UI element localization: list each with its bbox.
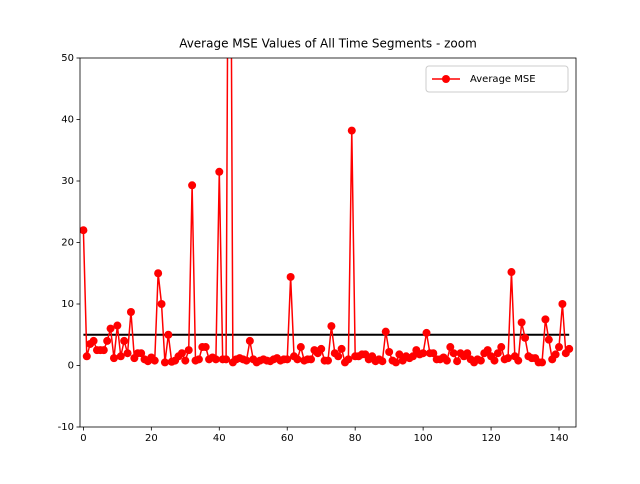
data-point — [286, 272, 295, 281]
x-tick-label: 40 — [213, 433, 226, 444]
plot-frame — [79, 57, 577, 428]
data-point — [334, 352, 343, 361]
data-point — [123, 349, 132, 358]
data-point — [113, 321, 122, 330]
data-point — [544, 335, 553, 344]
data-point — [555, 343, 564, 352]
legend-box — [425, 65, 569, 93]
x-tick-label: 60 — [281, 433, 294, 444]
y-tick-label: 30 — [61, 176, 74, 187]
data-point — [103, 336, 112, 345]
data-point — [419, 349, 428, 358]
data-point — [327, 322, 336, 331]
data-point — [497, 343, 506, 352]
data-point — [521, 333, 530, 342]
y-tick-label: -10 — [58, 422, 74, 433]
x-tick-label: 120 — [482, 433, 501, 444]
x-tick-label: 140 — [549, 433, 568, 444]
data-point — [324, 356, 332, 365]
data-point — [242, 356, 251, 365]
data-point — [395, 350, 404, 359]
data-point — [422, 328, 431, 337]
data-point — [385, 347, 394, 356]
x-tick-label: 0 — [80, 433, 86, 444]
data-point — [493, 349, 502, 358]
data-point — [538, 358, 547, 367]
data-point — [157, 300, 166, 308]
data-point — [446, 343, 455, 352]
data-point — [408, 352, 417, 361]
data-point — [245, 336, 254, 345]
data-point — [150, 356, 159, 365]
data-point — [514, 356, 523, 365]
y-tick-label: 50 — [61, 53, 74, 64]
data-point — [517, 318, 526, 327]
data-point — [429, 349, 438, 358]
data-point — [541, 315, 550, 324]
data-point — [504, 354, 513, 363]
data-point — [344, 355, 353, 364]
data-point — [283, 355, 292, 364]
data-point — [188, 181, 197, 190]
data-point — [296, 343, 305, 352]
data-point — [453, 357, 462, 366]
data-point — [116, 352, 125, 361]
data-point — [490, 356, 499, 365]
legend-label: Average MSE — [470, 74, 536, 85]
data-point — [317, 344, 326, 353]
data-point — [201, 343, 210, 352]
data-point — [215, 167, 224, 176]
data-point — [337, 344, 346, 353]
data-point — [442, 356, 451, 365]
data-point — [293, 355, 302, 364]
data-point — [106, 324, 115, 333]
data-point — [160, 358, 169, 367]
data-point — [194, 355, 203, 364]
data-point — [164, 330, 173, 339]
data-point — [551, 350, 560, 359]
y-tick-label: 40 — [61, 115, 74, 126]
data-point — [120, 336, 129, 345]
data-point — [137, 349, 146, 358]
legend-marker — [442, 75, 450, 83]
data-point — [211, 355, 220, 364]
data-point — [391, 358, 400, 367]
data-point — [126, 307, 135, 316]
data-point — [99, 346, 108, 355]
data-point — [476, 356, 485, 365]
data-point — [222, 355, 231, 364]
y-tick-label: 20 — [61, 238, 74, 249]
x-tick-label: 80 — [349, 433, 362, 444]
data-point — [483, 346, 492, 355]
data-point — [181, 356, 190, 365]
data-point — [109, 354, 118, 363]
data-point — [89, 336, 98, 345]
data-point — [80, 226, 88, 235]
chart-title: Average MSE Values of All Time Segments … — [179, 37, 477, 51]
data-point — [463, 349, 472, 358]
data-point — [82, 352, 91, 361]
data-point — [307, 355, 316, 364]
data-point — [177, 349, 186, 358]
data-point — [347, 126, 356, 135]
data-point — [565, 344, 574, 353]
data-point — [378, 357, 387, 366]
y-tick-label: 10 — [61, 299, 74, 310]
data-point — [449, 349, 458, 358]
y-tick-label: 0 — [68, 361, 74, 372]
x-tick-label: 20 — [145, 433, 158, 444]
data-point — [507, 268, 516, 277]
data-point — [558, 300, 567, 308]
x-tick-label: 100 — [414, 433, 433, 444]
plot-area — [80, 58, 574, 367]
data-point — [184, 346, 193, 355]
data-point — [381, 327, 390, 336]
data-point — [154, 269, 163, 278]
